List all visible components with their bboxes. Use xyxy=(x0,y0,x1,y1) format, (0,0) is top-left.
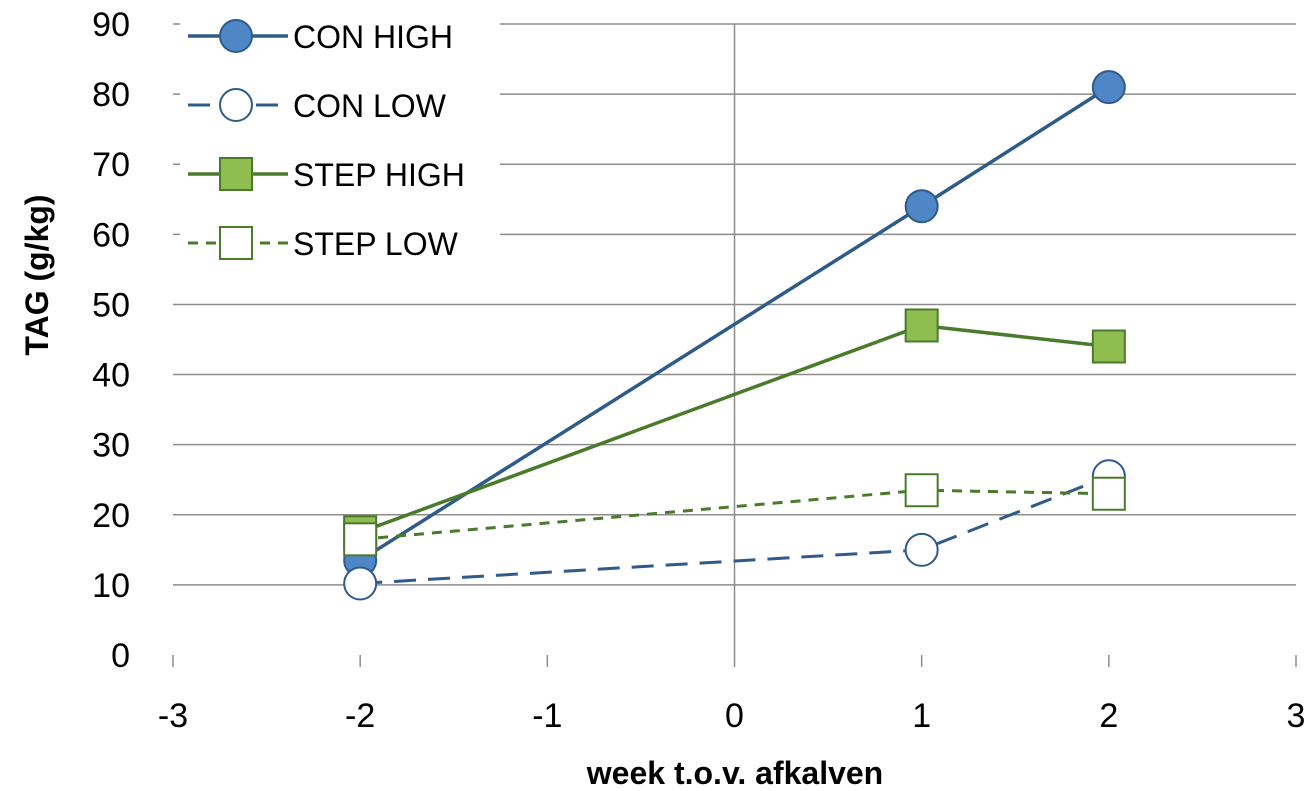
legend: CON HIGH CON LOW STEP HIGH STEP LOW xyxy=(180,8,500,271)
legend-swatch-marker xyxy=(220,20,252,52)
x-tick-label: -2 xyxy=(345,697,375,735)
x-tick-label: 1 xyxy=(912,697,931,735)
data-point xyxy=(344,523,376,555)
y-tick-label: 70 xyxy=(92,146,130,184)
x-tick-label: 3 xyxy=(1287,697,1306,735)
legend-swatch-marker xyxy=(220,89,252,121)
data-point xyxy=(906,190,938,222)
data-point xyxy=(1093,478,1125,510)
y-tick-label: 90 xyxy=(92,6,130,44)
y-tick-label: 60 xyxy=(92,216,130,254)
legend-item: STEP LOW xyxy=(180,215,500,271)
legend-label: CON LOW xyxy=(293,88,447,124)
legend-label: STEP HIGH xyxy=(293,157,465,193)
data-point xyxy=(1093,331,1125,363)
x-tick-label: -3 xyxy=(158,697,188,735)
y-tick-label: 10 xyxy=(92,567,130,605)
x-tick-label: -1 xyxy=(532,697,562,735)
y-tick-label: 50 xyxy=(92,286,130,324)
legend-label: CON HIGH xyxy=(293,19,453,55)
y-tick-label: 40 xyxy=(92,357,130,395)
y-axis-title: TAG (g/kg) xyxy=(19,194,55,355)
x-tick-label: 0 xyxy=(725,697,744,735)
legend-item: STEP HIGH xyxy=(180,146,500,202)
x-tick-label: 2 xyxy=(1099,697,1118,735)
y-tick-label: 80 xyxy=(92,76,130,114)
legend-label: STEP LOW xyxy=(293,226,459,262)
legend-swatch-marker xyxy=(220,158,252,190)
legend-item: CON LOW xyxy=(180,77,500,133)
y-tick-label: 30 xyxy=(92,427,130,465)
y-tick-label: 0 xyxy=(111,637,130,675)
data-point xyxy=(906,474,938,506)
data-point xyxy=(906,309,938,341)
data-point xyxy=(344,567,376,599)
y-tick-label: 20 xyxy=(92,497,130,535)
data-point xyxy=(906,534,938,566)
legend-item: CON HIGH xyxy=(180,8,500,64)
data-point xyxy=(1093,71,1125,103)
x-axis-title: week t.o.v. afkalven xyxy=(586,755,883,791)
legend-swatch-marker xyxy=(220,227,252,259)
